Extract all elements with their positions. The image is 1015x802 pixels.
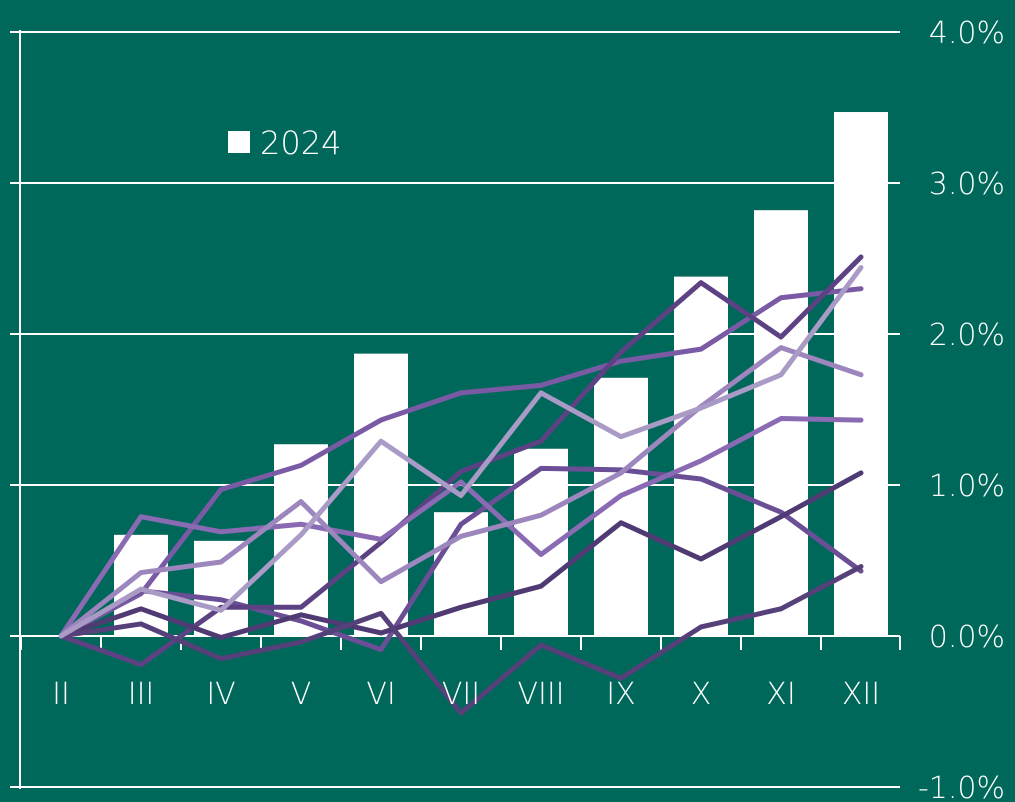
y-tick-label: 0.0%	[929, 620, 1005, 655]
x-tick-label-VII: VII	[442, 677, 480, 712]
x-tick-labels: II III IV V VI VII VIII IX X XI XII	[52, 677, 880, 712]
y-tick-labels: 4.0% 3.0% 2.0% 1.0% 0.0% -1.0%	[918, 16, 1005, 802]
bar-V	[274, 444, 328, 636]
legend-label-2024: 2024	[260, 124, 341, 162]
axes	[10, 30, 901, 789]
bar-XI	[754, 210, 808, 636]
y-tick-label: 3.0%	[929, 167, 1005, 202]
legend-swatch	[228, 131, 250, 153]
bar-X	[674, 276, 728, 636]
x-tick-label-VI: VI	[366, 677, 395, 712]
y-tick-label: 1.0%	[929, 469, 1005, 504]
x-tick-label-XII: XII	[842, 677, 880, 712]
y-tick-label: 4.0%	[929, 16, 1005, 51]
series-line-4	[58, 416, 864, 639]
bars	[114, 112, 888, 636]
x-tick-label-X: X	[691, 677, 712, 712]
x-tick-label-V: V	[291, 677, 312, 712]
y-tick-label: -1.0%	[918, 771, 1005, 802]
x-tick-label-VIII: VIII	[517, 677, 564, 712]
x-tick-label-II: II	[52, 677, 70, 712]
y-tick-label: 2.0%	[929, 318, 1005, 353]
series-lines	[58, 254, 864, 716]
x-tick-label-III: III	[128, 677, 155, 712]
x-tick-label-XI: XI	[766, 677, 795, 712]
x-tick-label-IV: IV	[206, 677, 235, 712]
series-line-2	[58, 465, 864, 653]
bar-VI	[354, 353, 408, 636]
series-line-5	[58, 470, 864, 641]
series-line-6	[58, 564, 864, 716]
series-line-8	[58, 265, 864, 639]
legend: 2024	[228, 124, 341, 162]
series-line-7	[58, 345, 864, 639]
x-tick-label-IX: IX	[606, 677, 635, 712]
gridlines	[20, 31, 900, 788]
